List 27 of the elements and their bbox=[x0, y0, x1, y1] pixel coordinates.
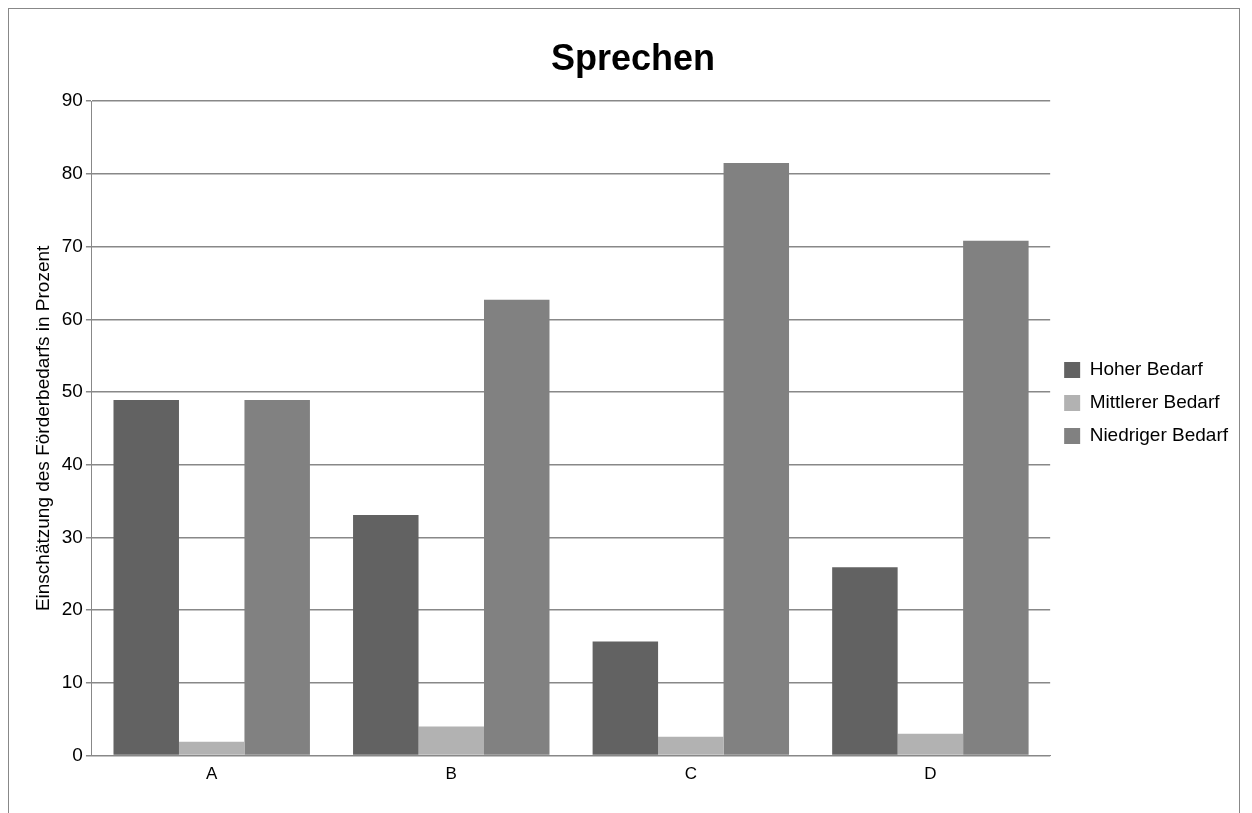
bar bbox=[658, 736, 724, 755]
bar bbox=[832, 567, 898, 755]
legend-label: Mittlerer Bedarf bbox=[1089, 391, 1221, 413]
y-axis-title: Einschätzung des Förderbedarfs in Prozent bbox=[31, 244, 53, 612]
legend-label: Hoher Bedarf bbox=[1089, 358, 1204, 380]
bar bbox=[353, 514, 419, 755]
bar bbox=[897, 733, 964, 755]
y-tick-label: 10 bbox=[61, 671, 83, 693]
bar bbox=[178, 741, 245, 755]
bar bbox=[592, 641, 659, 755]
x-tick-label: B bbox=[445, 764, 457, 784]
y-tick-label: 20 bbox=[61, 598, 83, 620]
y-tick-label: 0 bbox=[72, 743, 83, 765]
bar bbox=[113, 400, 179, 755]
x-tick-label: C bbox=[684, 764, 697, 784]
x-tick-label: A bbox=[206, 764, 219, 784]
legend-label: Niedriger Bedarf bbox=[1089, 424, 1229, 446]
y-tick-label: 80 bbox=[61, 162, 83, 184]
y-tick-label: 70 bbox=[61, 234, 83, 256]
x-tick-label: D bbox=[924, 764, 937, 784]
y-tick-label: 90 bbox=[61, 89, 83, 111]
chart-title: Sprechen bbox=[550, 36, 716, 78]
y-tick-label: 30 bbox=[61, 525, 83, 547]
y-tick-label: 60 bbox=[61, 307, 83, 329]
y-tick-label: 50 bbox=[61, 380, 83, 402]
y-tick-label: 40 bbox=[61, 452, 83, 474]
bar bbox=[418, 726, 485, 755]
